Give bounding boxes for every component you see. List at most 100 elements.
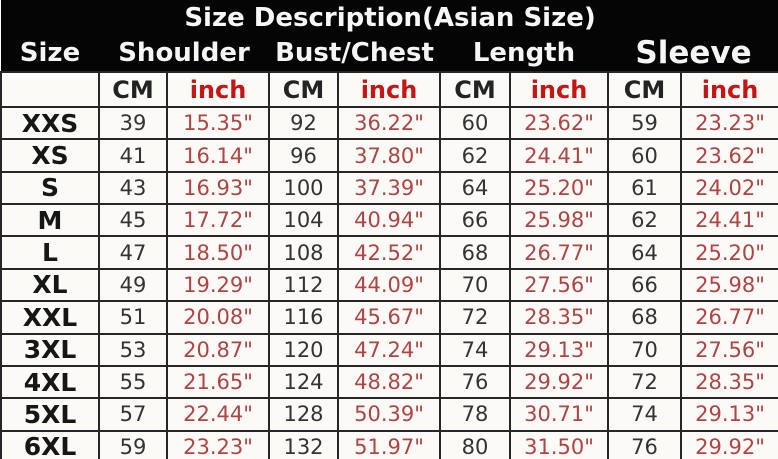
cm-value: 72 (607, 364, 682, 400)
cm-value: 104 (268, 203, 339, 238)
inch-value: 23.23" (166, 429, 270, 459)
cm-value: 49 (98, 267, 168, 303)
inch-value: 36.22" (337, 105, 441, 141)
cm-value: 55 (98, 364, 168, 400)
unit-header-cm: CM (98, 71, 168, 108)
inch-value: 27.56" (509, 267, 609, 303)
table-title: Size Description(Asian Size) (1, 0, 778, 35)
inch-value: 44.09" (337, 267, 441, 303)
cm-value: 66 (439, 203, 511, 238)
unit-header-cm: CM (607, 71, 682, 108)
cm-value: 132 (268, 429, 339, 459)
cm-value: 108 (268, 235, 339, 270)
unit-header-inch: inch (166, 71, 270, 108)
cm-value: 78 (439, 397, 511, 432)
inch-value: 25.98" (509, 203, 609, 238)
inch-value: 37.39" (337, 170, 441, 206)
column-header-sleeve: Sleeve (608, 35, 778, 72)
table-row: M 45 17.72" 104 40.94" 66 25.98" 62 24.41" (0, 203, 778, 238)
unit-header-row: CM inch CM inch CM inch CM inch (0, 71, 778, 108)
unit-header-inch: inch (337, 71, 441, 108)
cm-value: 76 (607, 429, 682, 459)
inch-value: 22.44" (166, 397, 270, 432)
cm-value: 60 (607, 138, 682, 173)
size-label: XXS (0, 105, 100, 141)
unit-header-empty (0, 71, 100, 108)
inch-value: 25.20" (509, 170, 609, 206)
cm-value: 112 (268, 267, 339, 303)
inch-value: 16.93" (166, 170, 270, 206)
inch-value: 18.50" (166, 235, 270, 270)
cm-value: 96 (268, 138, 339, 173)
inch-value: 21.65" (166, 364, 270, 400)
inch-value: 25.98" (679, 267, 778, 303)
cm-value: 47 (98, 235, 168, 270)
table-row: XXL 51 20.08" 116 45.67" 72 28.35" 68 26.77" (0, 300, 778, 335)
inch-value: 51.97" (337, 429, 441, 459)
size-label: L (0, 235, 100, 270)
unit-header-inch: inch (509, 71, 609, 108)
table-row: 5XL 57 22.44" 128 50.39" 78 30.71" 74 29.13" (0, 397, 778, 432)
size-label: M (0, 203, 100, 238)
table-row: XS 41 16.14" 96 37.80" 62 24.41" 60 23.62" (0, 138, 778, 173)
unit-header-cm: CM (439, 71, 511, 108)
size-label: 6XL (0, 429, 100, 459)
cm-value: 59 (607, 105, 682, 141)
inch-value: 27.56" (679, 332, 778, 367)
column-group-row: Size Shoulder Bust/Chest Length Sleeve (1, 35, 778, 72)
size-label: S (0, 170, 100, 206)
cm-value: 116 (268, 300, 339, 335)
cm-value: 74 (439, 332, 511, 367)
inch-value: 45.67" (337, 300, 441, 335)
cm-value: 62 (439, 138, 511, 173)
cm-value: 66 (607, 267, 682, 303)
cm-value: 124 (268, 364, 339, 400)
cm-value: 51 (98, 300, 168, 335)
size-label: XXL (0, 300, 100, 335)
inch-value: 24.41" (679, 203, 778, 238)
inch-value: 28.35" (509, 300, 609, 335)
inch-value: 29.13" (679, 397, 778, 432)
table-row: 6XL 59 23.23" 132 51.97" 80 31.50" 76 29.92" (0, 429, 778, 459)
cm-value: 57 (98, 397, 168, 432)
inch-value: 31.50" (509, 429, 609, 459)
cm-value: 128 (268, 397, 339, 432)
inch-value: 16.14" (166, 138, 270, 173)
cm-value: 100 (268, 170, 339, 206)
column-header-shoulder: Shoulder (99, 35, 269, 72)
column-header-length: Length (440, 35, 608, 72)
title-row: Size Description(Asian Size) (1, 0, 778, 35)
unit-header-cm: CM (268, 71, 339, 108)
cm-value: 60 (439, 105, 511, 141)
table-row: 4XL 55 21.65" 124 48.82" 76 29.92" 72 28.35" (0, 364, 778, 400)
inch-value: 50.39" (337, 397, 441, 432)
cm-value: 45 (98, 203, 168, 238)
size-label: 3XL (0, 332, 100, 367)
table-row: XXS 39 15.35" 92 36.22" 60 23.62" 59 23.23" (0, 105, 778, 141)
size-label: 5XL (0, 397, 100, 432)
size-label: XL (0, 267, 100, 303)
unit-header-inch: inch (679, 71, 778, 108)
cm-value: 68 (439, 235, 511, 270)
cm-value: 61 (607, 170, 682, 206)
inch-value: 29.13" (509, 332, 609, 367)
size-table-body: XXS 39 15.35" 92 36.22" 60 23.62" 59 23.23" XS 41 1… (0, 105, 778, 459)
cm-value: 70 (439, 267, 511, 303)
cm-value: 68 (607, 300, 682, 335)
cm-value: 53 (98, 332, 168, 367)
inch-value: 42.52" (337, 235, 441, 270)
inch-value: 20.87" (166, 332, 270, 367)
column-header-bust-chest: Bust/Chest (269, 35, 440, 72)
table-row: L 47 18.50" 108 42.52" 68 26.77" 64 25.20" (0, 235, 778, 270)
inch-value: 17.72" (166, 203, 270, 238)
table-row: 3XL 53 20.87" 120 47.24" 74 29.13" 70 27.56" (0, 332, 778, 367)
inch-value: 19.29" (166, 267, 270, 303)
cm-value: 72 (439, 300, 511, 335)
inch-value: 29.92" (509, 364, 609, 400)
inch-value: 25.20" (679, 235, 778, 270)
inch-value: 30.71" (509, 397, 609, 432)
cm-value: 39 (98, 105, 168, 141)
inch-value: 23.23" (679, 105, 778, 141)
size-label: 4XL (0, 364, 100, 400)
cm-value: 80 (439, 429, 511, 459)
